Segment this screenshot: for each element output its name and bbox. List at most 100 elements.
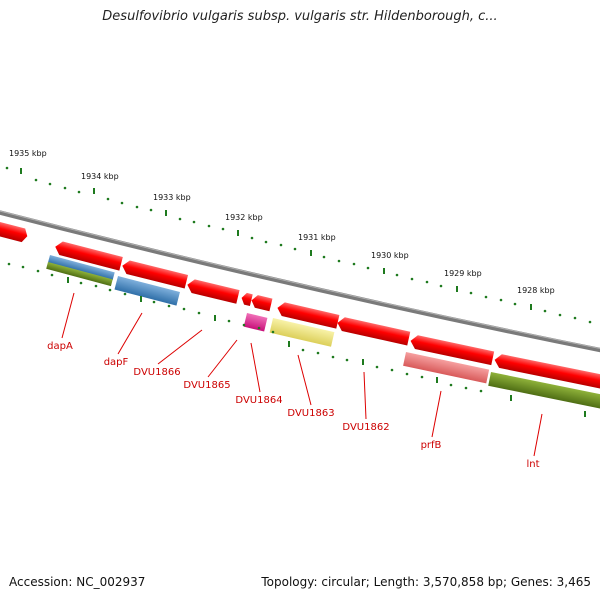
gene-label-dapF[interactable]: dapF — [104, 357, 129, 368]
ruler-dot — [192, 220, 196, 224]
leader-line — [117, 312, 143, 355]
leader-line — [207, 339, 238, 378]
olive-feature[interactable] — [46, 262, 113, 287]
leader-line — [297, 354, 312, 406]
ruler-dot — [464, 386, 468, 390]
ruler-dot — [513, 302, 517, 306]
ruler-dot — [499, 298, 503, 302]
ruler-dot — [479, 389, 483, 393]
ruler-dot — [573, 316, 577, 320]
salmon-feature[interactable] — [403, 352, 490, 384]
ruler-dot — [227, 319, 231, 323]
ruler-label: 1932 kbp — [225, 213, 263, 222]
topology-text: Topology: circular; Length: 3,570,858 bp… — [261, 575, 591, 589]
cds-track — [0, 219, 600, 389]
gene-label-DVU1865[interactable]: DVU1865 — [183, 380, 230, 391]
ruler-tick — [456, 286, 458, 292]
ruler-dot — [34, 178, 38, 182]
ruler-dot — [558, 313, 562, 317]
ruler-dot — [7, 262, 11, 266]
ruler-dot — [242, 323, 246, 327]
ruler-label: 1934 kbp — [81, 172, 119, 181]
blue-feature[interactable] — [47, 255, 115, 281]
ruler-dot — [79, 281, 83, 285]
ruler-dot — [63, 186, 67, 190]
ruler-tick — [310, 250, 312, 256]
ruler-dot — [94, 284, 98, 288]
ruler-tick — [362, 359, 364, 365]
ruler-tick — [237, 230, 239, 236]
olive-feature[interactable] — [488, 372, 600, 409]
gene-label-DVU1866[interactable]: DVU1866 — [133, 367, 180, 378]
ruler-dot — [331, 355, 335, 359]
ruler-dot — [167, 304, 171, 308]
ruler-dot — [375, 365, 379, 369]
ruler-dot — [352, 262, 356, 266]
leader-line — [431, 390, 442, 438]
ruler-dot — [366, 266, 370, 270]
cds-feature[interactable] — [186, 278, 240, 304]
ruler-tick — [165, 210, 167, 216]
ruler-label: 1929 kbp — [444, 269, 482, 278]
ruler-dot — [264, 240, 268, 244]
ruler-dot — [337, 259, 341, 263]
ruler-dot — [316, 351, 320, 355]
ruler-label: 1930 kbp — [371, 251, 409, 260]
map-title: Desulfovibrio vulgaris subsp. vulgaris s… — [102, 9, 498, 24]
ruler-dot — [36, 269, 40, 273]
cds-feature[interactable] — [0, 219, 29, 243]
ruler-dot — [439, 284, 443, 288]
cds-feature[interactable] — [250, 294, 273, 312]
gene-label-lnt[interactable]: lnt — [526, 459, 539, 470]
ruler-dot — [293, 247, 297, 251]
ruler-dot — [588, 320, 592, 324]
ruler-dot — [279, 243, 283, 247]
ruler-label: 1935 kbp — [9, 149, 47, 158]
cds-feature[interactable] — [240, 292, 253, 307]
gene-label-DVU1862[interactable]: DVU1862 — [342, 422, 389, 433]
ruler-dot — [120, 201, 124, 205]
ruler-dot — [48, 182, 52, 186]
ruler-dot — [449, 383, 453, 387]
ruler-dot — [395, 273, 399, 277]
gene-label-DVU1863[interactable]: DVU1863 — [287, 408, 334, 419]
blue-feature[interactable] — [114, 276, 180, 306]
accession-text: Accession: NC_002937 — [9, 575, 146, 589]
label-leaders — [61, 292, 543, 457]
magenta-feature[interactable] — [243, 313, 268, 332]
outer-ruler — [5, 166, 592, 324]
ruler-tick — [530, 304, 532, 310]
cds-feature[interactable] — [276, 301, 340, 329]
cds-feature[interactable] — [53, 240, 123, 271]
gene-label-dapA[interactable]: dapA — [47, 341, 73, 352]
ruler-dot — [425, 280, 429, 284]
ruler-tick — [383, 268, 385, 274]
ruler-dot — [405, 372, 409, 376]
cds-feature[interactable] — [121, 259, 189, 289]
cds-feature[interactable] — [409, 334, 495, 366]
cds-feature[interactable] — [493, 353, 600, 389]
ruler-dot — [484, 295, 488, 299]
ruler-tick — [93, 188, 95, 194]
ruler-dot — [149, 208, 153, 212]
ruler-dot — [322, 255, 326, 259]
cds-feature[interactable] — [336, 316, 411, 346]
ruler-label: 1931 kbp — [298, 233, 336, 242]
ruler-tick — [214, 315, 216, 321]
ruler-dot — [543, 309, 547, 313]
ruler-tick — [140, 296, 142, 302]
ruler-dot — [469, 291, 473, 295]
inner-ruler — [7, 262, 586, 417]
ruler-dot — [410, 277, 414, 281]
ruler-label: 1928 kbp — [517, 286, 555, 295]
ruler-tick — [436, 377, 438, 383]
yellow-feature[interactable] — [269, 318, 335, 347]
ruler-dot — [152, 300, 156, 304]
ruler-tick — [20, 168, 22, 174]
leader-line — [533, 413, 543, 457]
gene-label-prfB[interactable]: prfB — [421, 440, 442, 451]
ruler-tick — [67, 277, 69, 283]
leader-line — [250, 342, 261, 393]
gene-label-DVU1864[interactable]: DVU1864 — [235, 395, 282, 406]
